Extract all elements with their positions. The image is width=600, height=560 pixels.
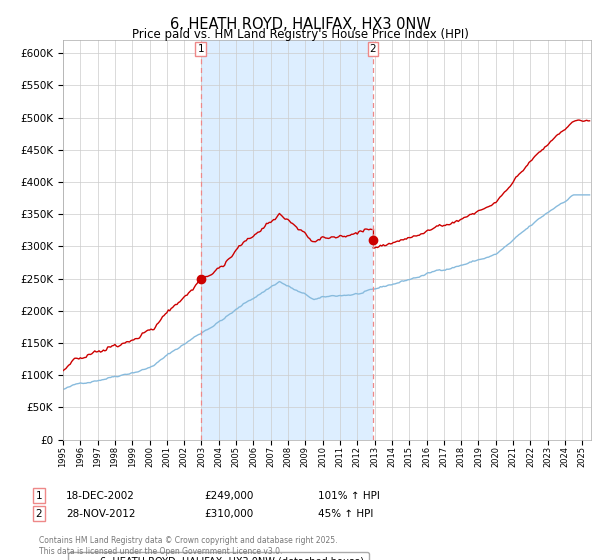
Text: £249,000: £249,000 (204, 491, 253, 501)
Legend: 6, HEATH ROYD, HALIFAX, HX3 0NW (detached house), HPI: Average price, detached h: 6, HEATH ROYD, HALIFAX, HX3 0NW (detache… (68, 552, 369, 560)
Text: 1: 1 (197, 44, 204, 54)
Text: 101% ↑ HPI: 101% ↑ HPI (318, 491, 380, 501)
Text: Contains HM Land Registry data © Crown copyright and database right 2025.
This d: Contains HM Land Registry data © Crown c… (39, 536, 337, 556)
Text: 28-NOV-2012: 28-NOV-2012 (66, 508, 136, 519)
Text: 45% ↑ HPI: 45% ↑ HPI (318, 508, 373, 519)
Text: 1: 1 (35, 491, 43, 501)
Bar (201, 40, 373, 440)
Text: 6, HEATH ROYD, HALIFAX, HX3 0NW: 6, HEATH ROYD, HALIFAX, HX3 0NW (170, 17, 430, 32)
Text: 2: 2 (35, 508, 43, 519)
Text: 18-DEC-2002: 18-DEC-2002 (66, 491, 135, 501)
Text: Price paid vs. HM Land Registry's House Price Index (HPI): Price paid vs. HM Land Registry's House … (131, 28, 469, 41)
Text: 2: 2 (370, 44, 376, 54)
Text: £310,000: £310,000 (204, 508, 253, 519)
